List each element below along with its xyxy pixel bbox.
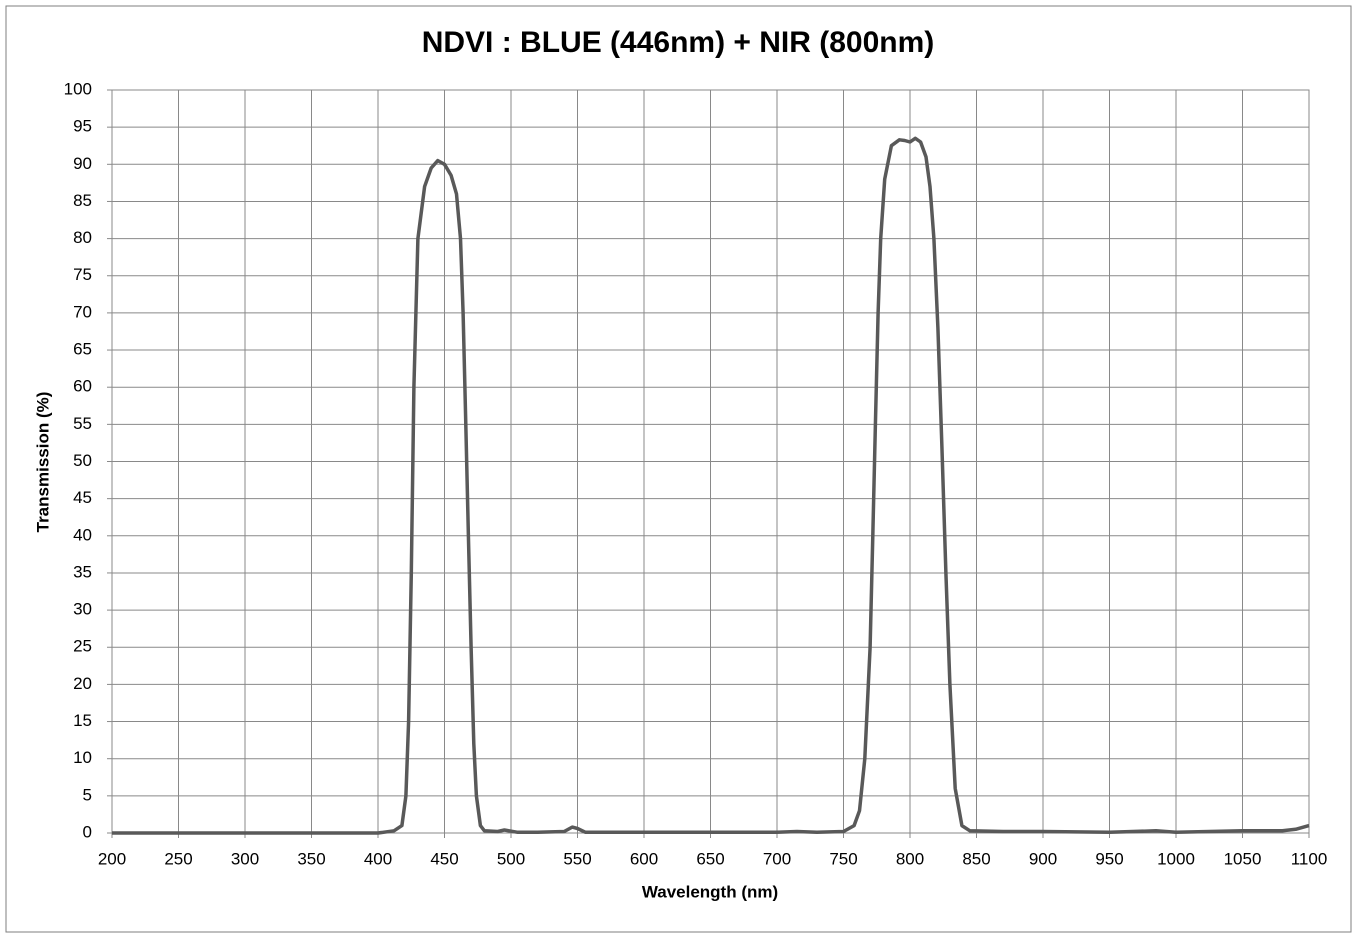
y-tick-label: 35: [73, 562, 92, 581]
y-tick-label: 20: [73, 674, 92, 693]
x-axis-label: Wavelength (nm): [642, 882, 778, 901]
x-tick-label: 850: [962, 849, 990, 868]
chart-frame: [5, 5, 1352, 933]
x-tick-label: 700: [763, 849, 791, 868]
y-tick-label: 80: [73, 228, 92, 247]
x-tick-label: 550: [563, 849, 591, 868]
y-tick-label: 55: [73, 414, 92, 433]
y-tick-label: 50: [73, 451, 92, 470]
x-tick-label: 650: [696, 849, 724, 868]
x-tick-label: 950: [1095, 849, 1123, 868]
x-tick-label: 300: [231, 849, 259, 868]
x-tick-label: 1050: [1224, 849, 1262, 868]
data-line: [112, 136, 1310, 835]
y-tick-label: 75: [73, 265, 92, 284]
x-tick-label: 400: [364, 849, 392, 868]
y-tick-label: 85: [73, 191, 92, 210]
y-tick-label: 25: [73, 637, 92, 656]
x-tick-label: 500: [497, 849, 525, 868]
x-tick-label: 600: [630, 849, 658, 868]
y-tick-label: 40: [73, 525, 92, 544]
x-tick-label: 750: [829, 849, 857, 868]
x-tick-label: 1100: [1291, 849, 1328, 868]
x-tick-label: 900: [1029, 849, 1057, 868]
x-tick-label: 350: [297, 849, 325, 868]
y-tick-label: 70: [73, 302, 92, 321]
y-tick-label: 45: [73, 488, 92, 507]
y-tick-label: 100: [64, 79, 92, 98]
y-tick-label: 5: [83, 785, 92, 804]
x-tick-label: 450: [430, 849, 458, 868]
y-tick-label: 30: [73, 600, 92, 619]
x-tick-label: 800: [896, 849, 924, 868]
x-tick-label: 250: [164, 849, 192, 868]
y-tick-label: 95: [73, 117, 92, 136]
y-tick-label: 10: [73, 748, 92, 767]
x-tick-label: 200: [98, 849, 126, 868]
x-tick-label: 1000: [1157, 849, 1195, 868]
y-tick-label: 0: [83, 822, 92, 841]
y-axis-label: Transmission (%): [33, 392, 52, 533]
y-tick-label: 90: [73, 154, 92, 173]
y-tick-label: 60: [73, 377, 92, 396]
y-tick-label: 65: [73, 340, 92, 359]
chart-title: NDVI : BLUE (446nm) + NIR (800nm): [422, 26, 935, 59]
y-tick-label: 15: [73, 711, 92, 730]
